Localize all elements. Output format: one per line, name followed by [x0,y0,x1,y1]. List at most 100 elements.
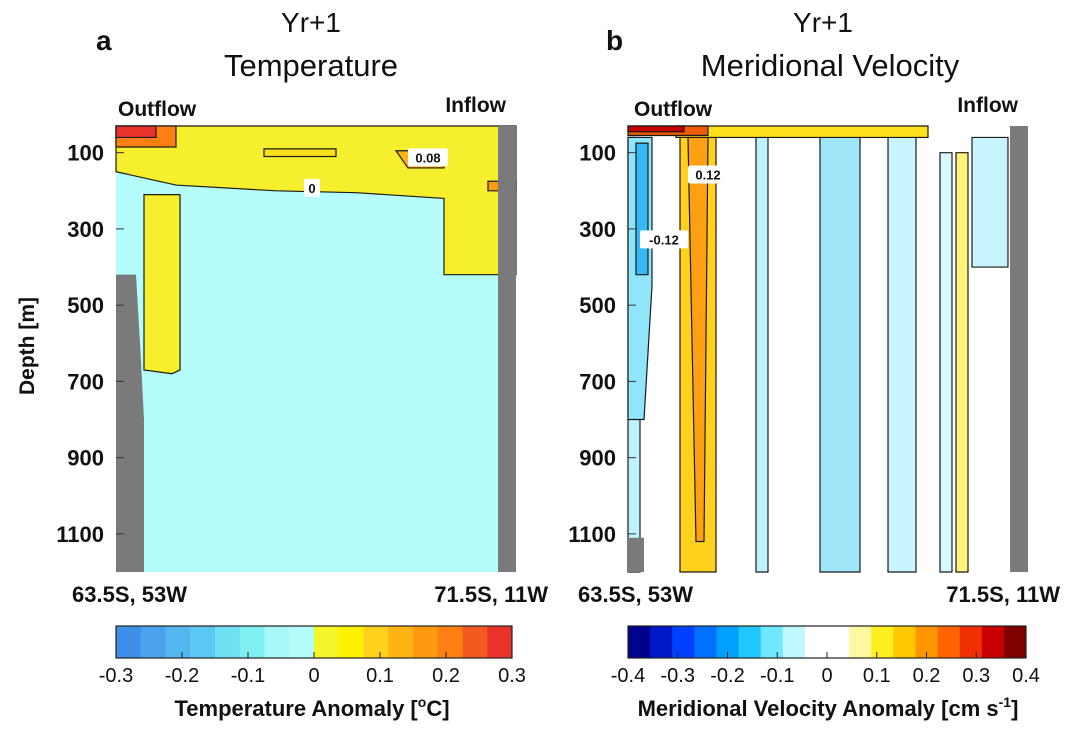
panel-a-anomaly-region [115,125,157,139]
panel-a-colorbar-label: Temperature Anomaly [oC] [174,694,449,721]
panel-b-colorbar-swatch [915,626,939,658]
panel-a-colorbar-label-main: Temperature Anomaly [ [174,696,418,721]
panel-b-colorbar-label-end: ] [1011,696,1018,721]
panel-a-colorbar-swatch [140,626,166,658]
panel-a-contour-label: 0.08 [415,150,440,165]
panel-a-colorbar-tick-label: 0.1 [366,665,394,687]
panel-b-colorbar-label-main: Meridional Velocity Anomaly [cm s [638,696,999,721]
panel-a-colorbar-swatch [289,626,315,658]
panel-b-colorbar-swatch [804,626,828,658]
panel-a: a Yr+1 Temperature Outflow Inflow Depth … [16,7,548,721]
panel-b-y-tick-label: 700 [579,369,616,394]
panel-b-colorbar-swatch [738,626,762,658]
panel-b-anomaly-region [955,152,969,573]
panel-b-colorbar-swatch [893,626,916,658]
panel-a-colorbar-swatch [363,626,389,658]
panel-b-y-tick-label: 500 [579,293,616,318]
panel-a-colorbar-swatch [388,626,414,658]
panel-a-y-ticks: 100 300 500 700 900 1100 [56,141,124,547]
panel-b-contour-label: -0.12 [649,232,679,247]
panel-a-colorbar-tick-label: -0.1 [231,665,265,687]
panel-a-colorbar-swatch [437,626,463,658]
panel-b-colorbar-swatch [849,626,872,658]
panel-b-colorbar-swatch [937,626,961,658]
panel-b-colorbar-tick-label: 0.2 [913,665,941,687]
panel-b-inflow-label: Inflow [957,94,1018,117]
panel-a-colorbar-label-sup: o [418,694,427,710]
panel-a-x-start-label: 63.5S, 53W [72,582,187,607]
panel-a-colorbar-swatch [116,626,142,658]
panel-a-inflow-label: Inflow [445,94,506,117]
panel-b-colorbar-tick-label: 0.1 [863,665,891,687]
panel-a-ylabel: Depth [m] [16,297,39,395]
panel-b-colorbar-tick-label: -0.3 [661,665,695,687]
panel-b-y-tick-label: 300 [579,217,616,242]
panel-a-anomaly-region [263,148,337,158]
panel-a-y-tick-label: 700 [67,369,104,394]
panel-a-colorbar-swatch [314,626,340,658]
panel-a-colorbar-tick-label: 0.2 [432,665,460,687]
panel-b-anomaly-region [887,136,917,573]
panel-b-x-start-label: 63.5S, 53W [578,582,693,607]
panel-b-contour-label-bg [688,165,728,184]
panel-b-colorbar-swatch [827,626,850,658]
panel-b-contour-label: 0.12 [695,168,720,183]
panel-a-x-end-label: 71.5S, 11W [434,582,548,607]
panel-a-colorbar-tick-label: 0 [308,665,319,687]
panel-b-title-line2: Meridional Velocity [701,48,960,83]
panel-a-y-tick-label: 1100 [56,522,104,547]
panel-b-colorbar-label: Meridional Velocity Anomaly [cm s-1] [638,694,1019,721]
panel-a-contour-label: 0 [308,181,315,196]
panel-a-anomaly-region [143,194,181,375]
panel-b-title-line1: Yr+1 [793,7,853,38]
panel-a-colorbar-swatch [190,626,216,658]
panel-a-colorbar-label-end: C] [426,696,449,721]
panel-a-contour-label-bg [408,148,448,167]
panel-b-colorbar-tick-label: -0.2 [710,665,744,687]
panel-b-colorbar-tick-label: -0.1 [760,665,794,687]
panel-b-colorbar: -0.4 -0.3 -0.2 -0.1 0 0.1 0.2 0.3 0.4 [611,625,1040,687]
panel-b-colorbar-swatch [650,626,673,658]
panel-b: b Yr+1 Meridional Velocity Outflow Inflo… [568,7,1060,721]
panel-b-colorbar-swatch [959,626,983,658]
panel-a-y-tick-label: 100 [67,141,104,166]
panel-a-colorbar-swatch [264,626,290,658]
panel-b-colorbar-tick-label: -0.4 [611,665,645,687]
panel-a-land-mask [116,274,144,572]
panel-a-title-line2: Temperature [224,48,398,83]
panel-a-colorbar-tick-label: 0.3 [498,665,526,687]
panel-b-plot-area: 0.12 -0.12 [627,125,1028,573]
panel-a-colorbar-tick-label: -0.2 [165,665,199,687]
panel-a-colorbar: -0.3 -0.2 -0.1 0 0.1 0.2 0.3 [99,625,526,687]
panel-a-colorbar-swatch [413,626,439,658]
panel-b-colorbar-swatch [672,626,695,658]
panel-b-colorbar-swatch [694,626,717,658]
panel-a-y-tick-label: 300 [67,217,104,242]
panel-a-y-tick-label: 500 [67,293,104,318]
panel-b-land-mask [628,537,644,572]
panel-b-y-tick-label: 1100 [568,522,616,547]
panel-b-colorbar-swatch [871,626,894,658]
panel-b-colorbar-swatch [716,626,740,658]
panel-b-colorbar-tick-label: 0.4 [1012,665,1040,687]
panel-b-land-mask [1010,126,1028,572]
panel-a-colorbar-swatch [487,626,513,658]
panel-a-letter: a [96,25,112,56]
panel-b-anomaly-region [755,136,769,573]
panel-b-colorbar-tick-label: 0.3 [962,665,990,687]
panel-a-outflow-label: Outflow [118,98,197,121]
panel-b-y-ticks: 100 300 500 700 900 1100 [568,141,636,547]
panel-b-contour-label-bg [640,230,688,249]
panel-a-colorbar-swatch [215,626,241,658]
panel-a-colorbar-swatch [338,626,364,658]
panel-a-colorbar-swatch [462,626,488,658]
panel-b-anomaly-region [971,136,1009,268]
panel-b-x-end-label: 71.5S, 11W [946,582,1060,607]
panel-a-y-tick-label: 900 [67,446,104,471]
panel-b-colorbar-swatch [782,626,806,658]
panel-b-anomaly-region [675,125,929,139]
panel-b-colorbar-swatch [981,626,1005,658]
panel-a-land-mask [498,126,516,572]
panel-a-plot-area: 0.08 0 [115,125,517,572]
